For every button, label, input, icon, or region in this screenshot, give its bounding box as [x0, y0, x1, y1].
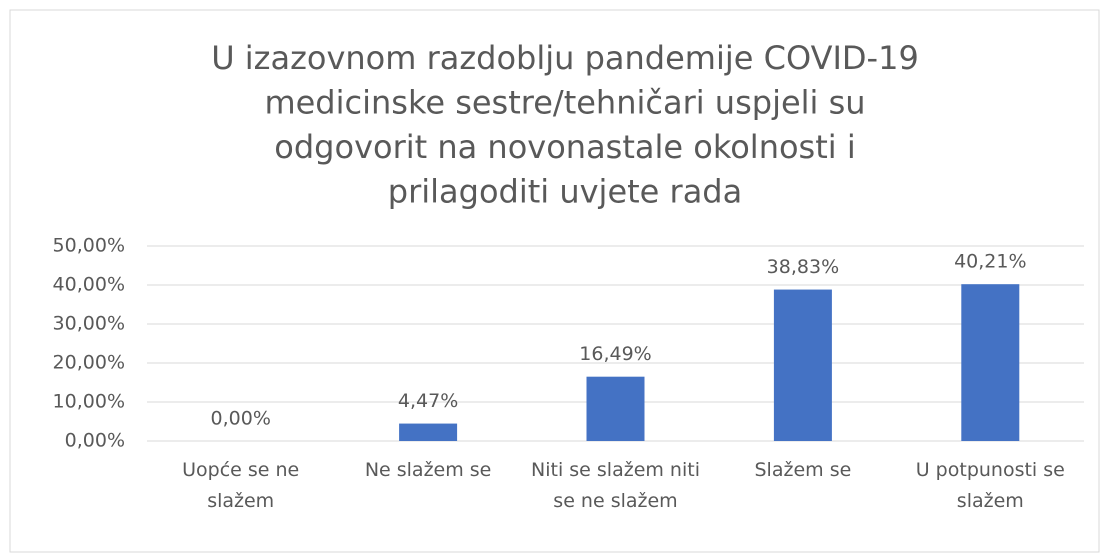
data-label: 40,21%	[954, 251, 1026, 273]
data-label: 16,49%	[579, 343, 651, 365]
x-tick-label: Ne slažem se	[364, 459, 492, 481]
chart-title: odgovorit na novonastale okolnosti i	[274, 128, 855, 166]
bar	[773, 289, 832, 441]
y-tick-label: 30,00%	[53, 313, 125, 335]
x-tick-label: Uopće se ne slažem	[182, 459, 300, 512]
data-label: 38,83%	[767, 256, 839, 278]
bar	[586, 376, 645, 441]
y-tick-label: 20,00%	[53, 352, 125, 374]
y-tick-label: 50,00%	[53, 235, 125, 257]
chart-border	[9, 9, 1100, 553]
x-tick-label: Slažem se	[754, 459, 852, 481]
chart-title: U izazovnom razdoblju pandemije COVID-19	[211, 39, 919, 77]
data-label: 0,00%	[211, 408, 271, 430]
y-tick-label: 40,00%	[53, 274, 125, 296]
y-tick-label: 0,00%	[65, 430, 125, 452]
y-tick-label: 10,00%	[53, 391, 125, 413]
bar	[961, 284, 1020, 441]
x-tick-label: U potpunosti se slažem	[915, 459, 1065, 512]
data-label: 4,47%	[398, 390, 458, 412]
x-tick-label: Niti se slažem niti se ne slažem	[531, 459, 700, 512]
bar	[399, 423, 458, 441]
chart-title: prilagoditi uvjete rada	[388, 173, 742, 211]
chart-title: medicinske sestre/tehničari uspjeli su	[264, 84, 865, 122]
